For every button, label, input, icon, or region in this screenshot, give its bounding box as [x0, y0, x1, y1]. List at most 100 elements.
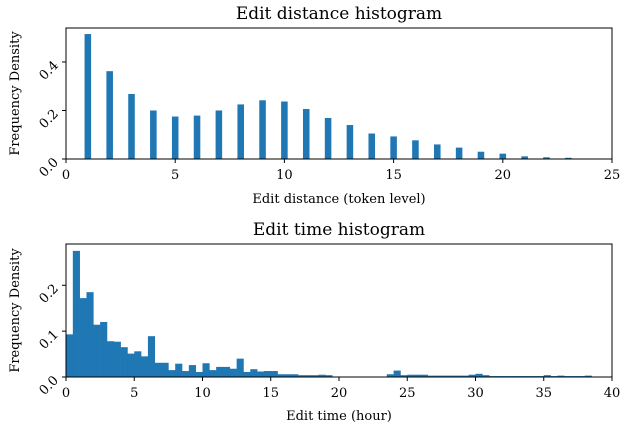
edit-distance-bar [281, 101, 288, 159]
edit-time-y-ticks: 0.0 0.1 0.2 [37, 281, 66, 398]
edit-distance-bar [499, 153, 507, 159]
edit-time-x-tick-label: 5 [130, 386, 138, 401]
edit-distance-y-ticks: 0.0 0.2 0.4 [37, 58, 66, 180]
edit-distance-bar [521, 156, 528, 159]
edit-time-bar [86, 292, 94, 377]
edit-time-bar [557, 375, 565, 377]
edit-time-bar [188, 365, 196, 377]
edit-time-bar [250, 369, 258, 377]
edit-time-y-axis-label: Frequency Density [8, 248, 23, 373]
edit-distance-bar [128, 93, 135, 159]
edit-distance-y-axis-label: Frequency Density [8, 31, 23, 156]
edit-time-bar [455, 375, 463, 377]
edit-distance-title: Edit distance histogram [236, 4, 442, 24]
edit-distance-bar [106, 71, 113, 159]
edit-time-y-tick-label: 0.1 [37, 327, 62, 352]
edit-distance-bar [84, 34, 92, 160]
edit-distance-bar [171, 116, 179, 159]
edit-distance-bar [150, 110, 157, 159]
edit-distance-bar [346, 125, 354, 159]
edit-time-bar [270, 371, 278, 377]
edit-time-bar [120, 347, 128, 377]
edit-time-bar [257, 371, 265, 377]
edit-time-bar [263, 371, 272, 377]
edit-time-y-tick-label: 0.0 [37, 373, 62, 398]
edit-distance-x-tick-label: 15 [385, 168, 402, 183]
edit-time-bar [195, 371, 203, 377]
edit-distance-plot-frame [65, 27, 613, 160]
edit-time-bar [291, 374, 299, 377]
edit-time-x-tick-label: 40 [604, 386, 621, 401]
edit-time-bar [420, 374, 429, 377]
edit-distance-bar [324, 118, 332, 159]
edit-time-bar [154, 362, 162, 377]
edit-distance-bar [412, 140, 419, 159]
edit-time-bar [386, 374, 394, 377]
edit-time-bar [229, 368, 237, 377]
edit-time-bar [304, 375, 313, 377]
edit-time-bar [222, 366, 231, 377]
edit-time-bar [175, 363, 183, 377]
edit-time-bar [216, 366, 224, 377]
edit-time-bar [168, 370, 176, 377]
edit-time-bar [407, 374, 415, 377]
edit-time-bar [161, 362, 169, 377]
edit-time-bar [461, 375, 469, 377]
edit-distance-bar [434, 144, 441, 159]
edit-distance-x-tick-label: 20 [495, 168, 512, 183]
edit-distance-x-tick-label: 5 [171, 168, 179, 183]
edit-distance-bar [477, 151, 485, 159]
edit-distance-panel: Edit distance histogram 0 5 10 15 20 25 0.00.… [8, 4, 620, 207]
edit-time-bar [134, 351, 142, 377]
edit-distance-x-tick-label: 10 [276, 168, 293, 183]
edit-time-bar [482, 375, 490, 377]
edit-time-panel: Edit time histogram 0 5 10 15 20 25 30 35 40 0.0… [8, 220, 620, 424]
edit-time-bar [318, 374, 326, 377]
edit-time-bar [448, 375, 456, 377]
edit-distance-bar [237, 104, 244, 159]
edit-time-bar [243, 371, 251, 377]
edit-time-bar [182, 371, 190, 377]
edit-time-x-tick-label: 15 [262, 386, 279, 401]
edit-time-x-tick-label: 0 [62, 386, 70, 401]
edit-distance-y-tick-label: 0.0 [37, 155, 62, 180]
edit-time-bar [325, 375, 333, 377]
edit-time-x-tick-label: 10 [194, 386, 211, 401]
edit-distance-x-axis-label: Edit distance (token level) [252, 192, 425, 207]
edit-distance-bars [84, 34, 572, 160]
edit-time-bar [202, 363, 210, 377]
edit-distance-bar [565, 157, 572, 159]
edit-time-bar [284, 374, 292, 377]
edit-time-bar [414, 374, 422, 377]
edit-time-bar [113, 341, 121, 377]
edit-distance-bar [543, 157, 550, 159]
edit-time-bar [141, 356, 149, 377]
edit-distance-bar [193, 115, 201, 159]
edit-time-bars [66, 250, 592, 377]
edit-distance-bar [390, 136, 397, 159]
edit-time-bar [209, 370, 217, 377]
edit-time-bar [441, 375, 449, 377]
edit-time-x-ticks: 0 5 10 15 20 25 30 35 40 [62, 377, 620, 401]
edit-distance-x-tick-label: 25 [604, 168, 621, 183]
edit-time-bar [106, 341, 115, 377]
edit-distance-y-tick-label: 0.4 [37, 58, 62, 83]
edit-time-bar [236, 358, 244, 377]
edit-time-bar [298, 375, 306, 377]
edit-time-bar [147, 336, 156, 377]
edit-time-title: Edit time histogram [253, 220, 425, 240]
edit-time-bar [93, 324, 101, 377]
edit-distance-bar [259, 100, 266, 159]
edit-time-bar [100, 321, 108, 377]
edit-time-x-axis-label: Edit time (hour) [286, 409, 392, 424]
edit-time-x-tick-label: 30 [467, 386, 484, 401]
edit-distance-bar [455, 147, 463, 159]
edit-time-bar [79, 298, 87, 377]
edit-time-bar [277, 374, 285, 377]
edit-time-bar [584, 375, 592, 377]
edit-time-x-tick-label: 25 [399, 386, 416, 401]
edit-distance-bar [368, 133, 376, 159]
edit-time-bar [475, 373, 483, 377]
edit-distance-x-tick-label: 0 [62, 168, 70, 183]
